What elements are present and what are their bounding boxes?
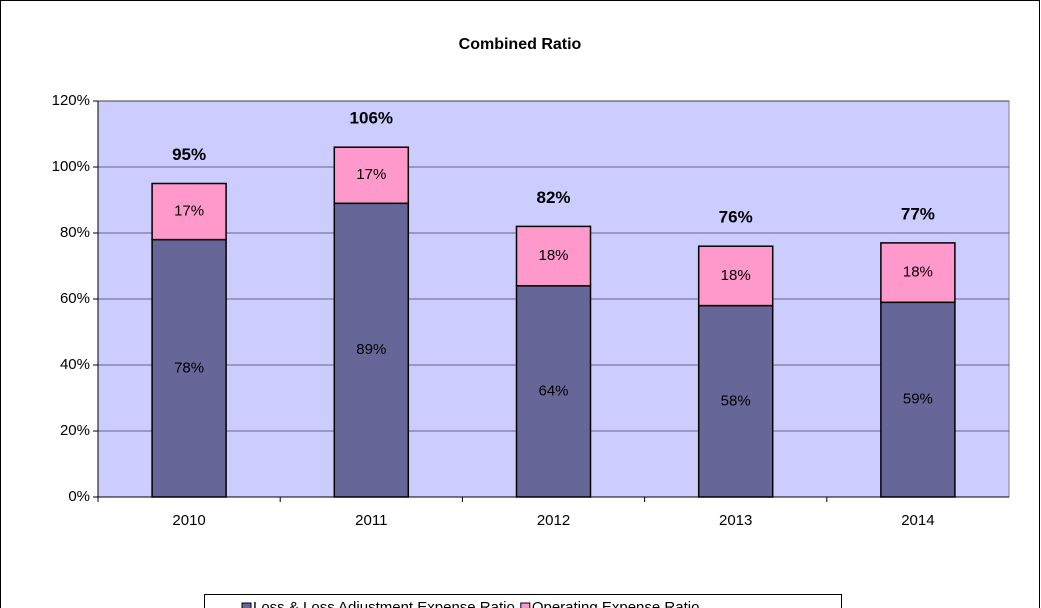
y-tick-label: 60%	[60, 290, 90, 307]
y-tick-label: 40%	[60, 356, 90, 373]
bar-segment	[515, 225, 592, 287]
legend-swatch	[520, 602, 531, 608]
x-tick-label: 2010	[172, 512, 205, 529]
total-label: 95%	[172, 145, 206, 164]
legend-box	[204, 594, 842, 608]
legend-label: Operating Expense Ratio	[532, 599, 700, 608]
segment-label: 17%	[174, 203, 204, 220]
segment-label: 78%	[174, 359, 204, 376]
segment-label: 17%	[356, 166, 386, 183]
segment-label: 58%	[721, 392, 751, 409]
bar-segment	[515, 285, 592, 498]
y-tick-label: 0%	[68, 488, 90, 505]
legend-swatch	[241, 602, 252, 608]
total-label: 77%	[901, 204, 935, 223]
y-tick-label: 80%	[60, 224, 90, 241]
bar-segment	[880, 301, 956, 498]
bar-segment	[151, 238, 227, 498]
segment-label: 64%	[538, 382, 568, 399]
segment-label: 18%	[903, 264, 933, 281]
y-tick-label: 20%	[60, 422, 90, 439]
chart-title: Combined Ratio	[459, 36, 582, 53]
y-tick-label: 120%	[52, 92, 90, 109]
total-label: 82%	[536, 188, 570, 207]
legend-label: Loss & Loss Adjustment Expense Ratio	[253, 599, 515, 608]
bar-segment	[333, 146, 410, 205]
segment-label: 59%	[903, 391, 933, 408]
bar-segment	[697, 245, 774, 307]
segment-label: 18%	[721, 267, 751, 284]
x-tick-label: 2013	[719, 512, 752, 529]
bar-segment	[880, 242, 956, 304]
y-tick-label: 100%	[52, 158, 90, 175]
bar-segment	[697, 304, 774, 498]
x-tick-label: 2014	[901, 512, 934, 529]
x-tick-label: 2011	[355, 512, 387, 529]
total-label: 106%	[350, 109, 393, 128]
segment-label: 18%	[538, 247, 568, 264]
bar-segment	[151, 182, 227, 241]
x-tick-label: 2012	[537, 512, 570, 529]
total-label: 76%	[719, 208, 753, 227]
segment-label: 89%	[356, 341, 386, 358]
